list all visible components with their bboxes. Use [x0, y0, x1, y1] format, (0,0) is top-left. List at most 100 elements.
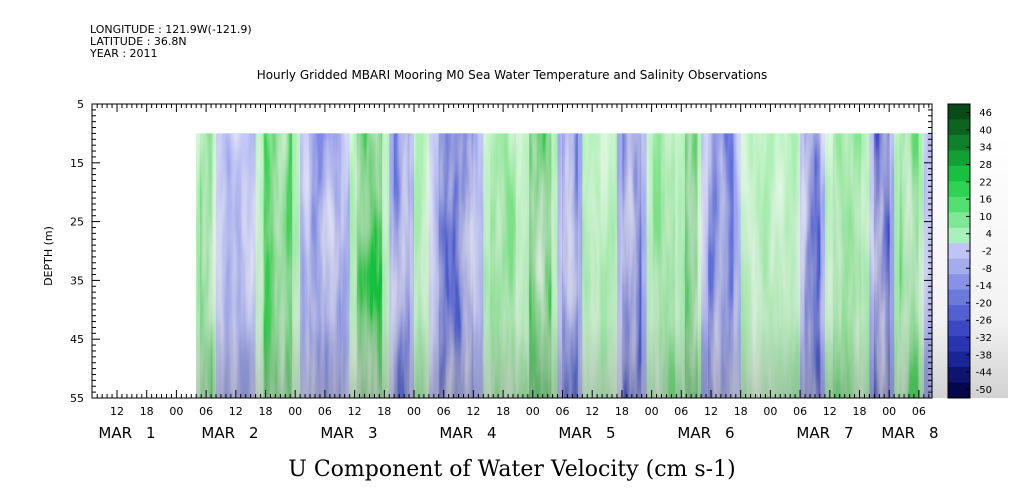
colorbar-label: 10 — [979, 212, 992, 223]
x-day-label: MAR 5 — [558, 424, 615, 442]
x-day-number: 8 — [929, 424, 939, 442]
x-day-month: MAR — [98, 424, 132, 442]
y-axis: 5 15 25 35 45 55 — [70, 98, 932, 405]
x-hour-label: 06 — [437, 405, 451, 418]
colorbar-swatch — [948, 243, 970, 260]
x-day-month: MAR — [320, 424, 354, 442]
x-hour-label: 12 — [823, 405, 837, 418]
colorbar-label: 4 — [986, 229, 992, 240]
y-tick-label: 15 — [70, 157, 84, 170]
x-day-label: MAR 2 — [201, 424, 258, 442]
x-hour-label: 06 — [674, 405, 688, 418]
x-day-month: MAR — [881, 424, 915, 442]
x-hour-label: 06 — [793, 405, 807, 418]
colorbar-swatch — [948, 150, 970, 167]
x-day-label: MAR 8 — [881, 424, 938, 442]
colorbar-label: -44 — [976, 368, 992, 379]
x-hour-label: 18 — [259, 405, 273, 418]
x-hour-label: 00 — [407, 405, 421, 418]
colorbar-label: 34 — [979, 143, 992, 154]
y-tick-label: 5 — [77, 98, 84, 111]
y-tick-label: 55 — [70, 392, 84, 405]
colorbar-swatch — [948, 274, 970, 291]
x-day-label: MAR 6 — [677, 424, 734, 442]
colorbar-swatch — [948, 181, 970, 198]
x-hour-label: 12 — [585, 405, 599, 418]
y-tick-label: 35 — [70, 274, 84, 287]
depth-shading — [196, 133, 1008, 398]
colorbar-label: 28 — [979, 160, 992, 171]
x-hour-label: 18 — [496, 405, 510, 418]
x-hour-label: 00 — [526, 405, 540, 418]
x-hour-label: 06 — [318, 405, 332, 418]
x-hour-label: 18 — [377, 405, 391, 418]
x-hour-label: 18 — [734, 405, 748, 418]
x-hour-label: 00 — [763, 405, 777, 418]
x-hour-label: 00 — [882, 405, 896, 418]
colorbar-label: -32 — [976, 333, 992, 344]
x-hour-label: 18 — [853, 405, 867, 418]
x-day-label: MAR 3 — [320, 424, 377, 442]
x-hour-label: 06 — [912, 405, 926, 418]
colorbar-swatch — [948, 212, 970, 229]
colorbar-swatch — [948, 336, 970, 353]
colorbar-label: -14 — [976, 281, 992, 292]
colorbar-label: 40 — [979, 125, 992, 136]
x-hour-label: 00 — [645, 405, 659, 418]
x-day-month: MAR — [677, 424, 711, 442]
y-tick-label: 25 — [70, 216, 84, 229]
x-hour-label: 12 — [229, 405, 243, 418]
x-day-month: MAR — [201, 424, 235, 442]
x-hour-label: 12 — [110, 405, 124, 418]
x-hour-label: 06 — [556, 405, 570, 418]
x-hour-label: 18 — [615, 405, 629, 418]
colorbar-swatch — [948, 367, 970, 384]
colorbar-label: -20 — [976, 298, 992, 309]
colorbar-swatch — [948, 196, 970, 213]
colorbar-label: 46 — [979, 108, 992, 119]
colorbar-swatch — [948, 305, 970, 322]
longitude-label: LONGITUDE : 121.9W(-121.9) — [90, 23, 252, 36]
x-day-label: MAR 4 — [439, 424, 496, 442]
colorbar-label: 16 — [979, 195, 992, 206]
x-hour-label: 06 — [199, 405, 213, 418]
colorbar-swatch — [948, 289, 970, 306]
colorbar-swatch — [948, 134, 970, 151]
x-day-number: 5 — [606, 424, 616, 442]
colorbar-label: 22 — [979, 177, 992, 188]
x-axis: 12 18 00 06 12 18 00 06 12 18 00 06 12 18 00 06 12 18 00 06… — [96, 104, 939, 442]
velocity-bands — [196, 133, 1008, 398]
x-day-label: MAR 1 — [98, 424, 155, 442]
colorbar-label: -8 — [982, 264, 992, 275]
x-day-label: MAR 7 — [796, 424, 853, 442]
x-day-month: MAR — [439, 424, 473, 442]
colorbar-swatch — [948, 104, 970, 120]
x-hour-label: 12 — [348, 405, 362, 418]
x-day-month: MAR — [558, 424, 592, 442]
colorbar-swatch — [948, 119, 970, 136]
colorbar-swatch — [948, 382, 970, 399]
x-day-number: 2 — [249, 424, 259, 442]
colorbar: 46 40 34 28 22 16 10 4 -2 -8 -14 -20 -26 -32 -38 -44 -50 — [947, 103, 992, 399]
x-day-number: 1 — [146, 424, 156, 442]
year-label: YEAR : 2011 — [90, 47, 158, 60]
chart-title: Hourly Gridded MBARI Mooring M0 Sea Wate… — [257, 68, 768, 82]
x-hour-label: 18 — [140, 405, 154, 418]
x-hour-label: 12 — [704, 405, 718, 418]
colorbar-swatch — [948, 165, 970, 182]
colorbar-label: -38 — [976, 350, 992, 361]
y-tick-label: 45 — [70, 333, 84, 346]
x-day-number: 4 — [487, 424, 497, 442]
x-day-number: 6 — [725, 424, 735, 442]
x-day-number: 3 — [368, 424, 378, 442]
colorbar-label: -26 — [976, 316, 992, 327]
x-hour-label: 12 — [466, 405, 480, 418]
chart-subtitle: U Component of Water Velocity (cm s-1) — [288, 457, 735, 482]
latitude-label: LATITUDE : 36.8N — [90, 35, 187, 48]
x-day-number: 7 — [844, 424, 854, 442]
colorbar-label: -2 — [982, 247, 992, 258]
colorbar-label: -50 — [976, 385, 992, 396]
colorbar-swatch — [948, 227, 970, 244]
